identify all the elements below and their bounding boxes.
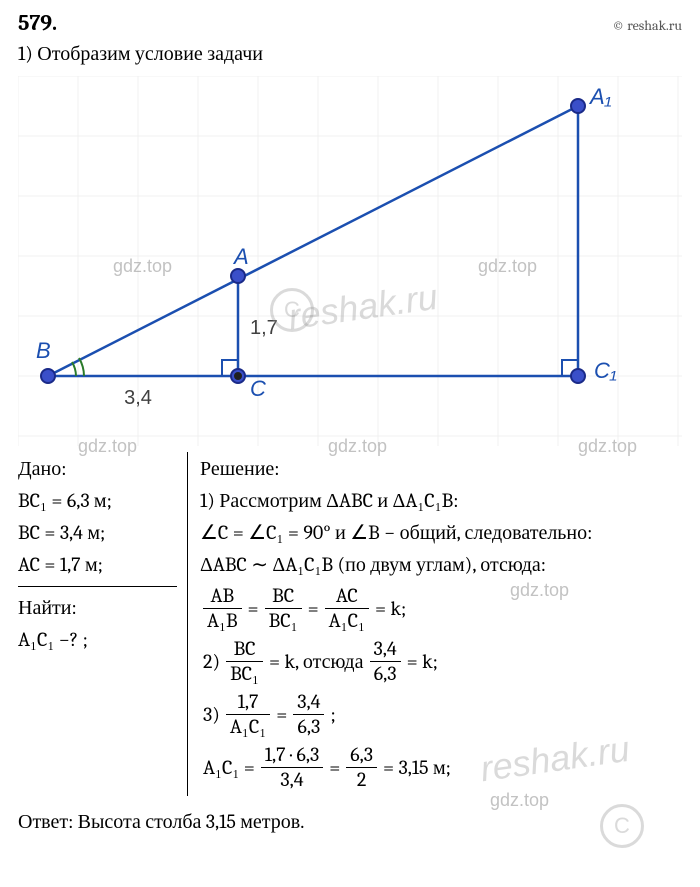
l2-tail: = k; <box>407 650 438 673</box>
frac-den: A₁C₁ <box>226 715 270 739</box>
frac-l2b: 3,4 6,3 <box>370 637 401 686</box>
copyright-label: © reshak.ru <box>612 17 682 34</box>
given-ac: AC = 1,7 м; <box>18 550 177 580</box>
frac-l3b: 3,4 6,3 <box>293 690 324 739</box>
solution-l1a: 1) Рассмотрим ΔABC и ΔA₁C₁B: <box>200 486 682 516</box>
given-bc: BC = 3,4 м; <box>18 518 177 548</box>
frac-l2a: BC BC₁ <box>226 637 263 686</box>
svg-text:1,7: 1,7 <box>250 317 278 339</box>
l4-eq: = <box>329 756 340 779</box>
frac-num: 1,7 <box>226 690 270 715</box>
l3-eq: = <box>276 703 287 726</box>
solution-area: Дано: BC₁ = 6,3 м; BC = 3,4 м; AC = 1,7 … <box>18 452 682 796</box>
frac-num: 6,3 <box>346 743 377 768</box>
l4-tail: = 3,15 м; <box>383 756 451 780</box>
solution-column: Решение: 1) Рассмотрим ΔABC и ΔA₁C₁B: ∠C… <box>188 452 682 796</box>
l3-lead: 3) <box>203 703 220 726</box>
solution-title: Решение: <box>200 454 682 484</box>
solution-l3: 3) 1,7 A₁C₁ = 3,4 6,3 ; <box>200 690 682 739</box>
frac-num: BC <box>265 584 302 609</box>
frac-l3a: 1,7 A₁C₁ <box>226 690 270 739</box>
frac-ac-a1c1: AC A₁C₁ <box>325 584 369 633</box>
l2-mid: = k, отсюда <box>269 650 363 674</box>
l4-lhs: A₁C₁ = <box>203 756 255 780</box>
svg-text:B: B <box>36 338 51 363</box>
frac-num: 3,4 <box>293 690 324 715</box>
frac-num: 1,7 · 6,3 <box>261 743 323 768</box>
frac-den: A₁B <box>203 609 242 633</box>
frac-den: BC₁ <box>265 609 302 633</box>
find-value: A₁C₁ −? ; <box>18 625 177 655</box>
frac-den: 2 <box>346 768 377 792</box>
solution-l1b: ∠C = ∠C₁ = 90° и ∠B − общий, следователь… <box>200 518 682 548</box>
diagram: BCAC₁A₁3,41,7 C reshak.ru gdz.topgdz.top… <box>18 76 682 446</box>
frac-num: AC <box>325 584 369 609</box>
answer-text: Ответ: Высота столба 3,15 метров. <box>18 810 682 834</box>
l2-lead: 2) <box>203 650 220 673</box>
problem-number: 579. <box>18 10 57 36</box>
frac-den: BC₁ <box>226 662 263 686</box>
solution-l2: 2) BC BC₁ = k, отсюда 3,4 6,3 = k; <box>200 637 682 686</box>
svg-text:C₁: C₁ <box>594 358 617 383</box>
frac-num: 3,4 <box>370 637 401 662</box>
frac-den: 6,3 <box>293 715 324 739</box>
given-separator <box>18 586 177 587</box>
l3-tail: ; <box>330 703 335 726</box>
diagram-svg: B C A C₁ A₁ 3,4 1,7 <box>18 76 682 446</box>
eq-sign: = <box>248 597 259 620</box>
frac-den: 6,3 <box>370 662 401 686</box>
frac-num: AB <box>203 584 242 609</box>
frac-num: BC <box>226 637 263 662</box>
frac-den: 3,4 <box>261 768 323 792</box>
svg-text:3,4: 3,4 <box>124 387 152 409</box>
given-column: Дано: BC₁ = 6,3 м; BC = 3,4 м; AC = 1,7 … <box>18 452 188 796</box>
ratio-tail: = k; <box>375 597 406 620</box>
solution-l4: A₁C₁ = 1,7 · 6,3 3,4 = 6,3 2 = 3,15 м; <box>200 743 682 792</box>
frac-l4a: 1,7 · 6,3 3,4 <box>261 743 323 792</box>
frac-ab-a1b: AB A₁B <box>203 584 242 633</box>
svg-text:C: C <box>250 376 266 401</box>
find-title: Найти: <box>18 593 177 623</box>
given-title: Дано: <box>18 454 177 484</box>
svg-text:A: A <box>232 244 249 269</box>
solution-ratio: AB A₁B = BC BC₁ = AC A₁C₁ = k; <box>200 584 682 633</box>
eq-sign: = <box>308 597 319 620</box>
frac-l4b: 6,3 2 <box>346 743 377 792</box>
frac-bc-bc1: BC BC₁ <box>265 584 302 633</box>
svg-text:A₁: A₁ <box>588 84 612 109</box>
given-bc1: BC₁ = 6,3 м; <box>18 486 177 516</box>
step1-text: 1) Отобразим условие задачи <box>18 42 682 66</box>
frac-den: A₁C₁ <box>325 609 369 633</box>
solution-l1c: ΔABC ∼ ΔA₁C₁B (по двум углам), отсюда: <box>200 550 682 580</box>
